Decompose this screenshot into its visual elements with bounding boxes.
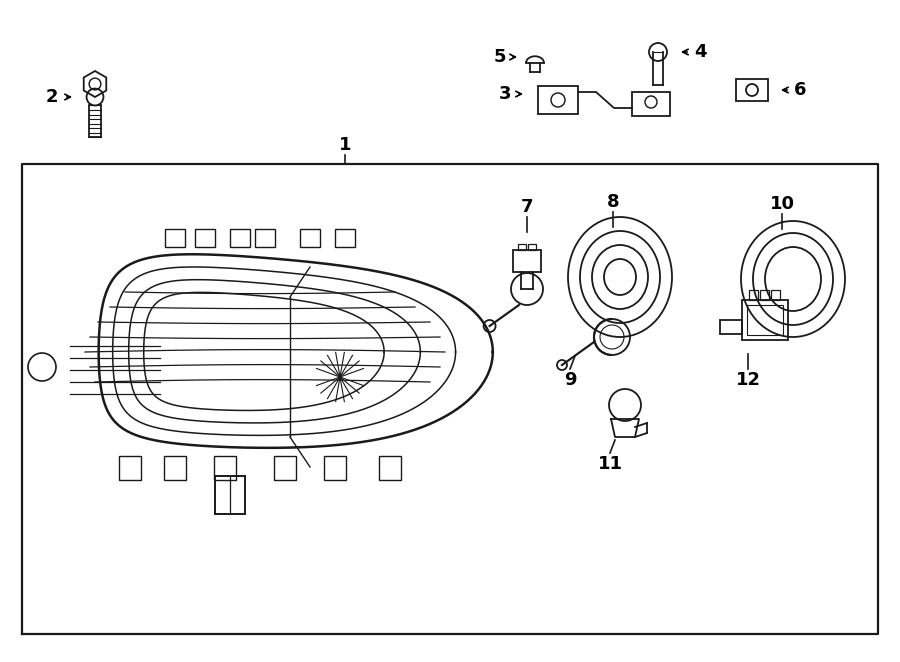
Bar	[324, 456, 346, 480]
Bar	[119, 456, 141, 480]
Bar	[255, 229, 275, 247]
Bar	[720, 320, 742, 334]
Bar	[538, 86, 578, 114]
Bar	[736, 79, 768, 101]
Text: 1: 1	[338, 136, 351, 154]
Bar	[771, 290, 780, 300]
Bar	[747, 305, 783, 335]
Bar	[335, 229, 355, 247]
Text: 10: 10	[770, 195, 795, 213]
Text: 12: 12	[735, 371, 760, 389]
Text: 6: 6	[794, 81, 806, 99]
Bar	[749, 290, 758, 300]
Text: 3: 3	[499, 85, 511, 103]
Bar	[742, 300, 788, 340]
Text: 11: 11	[598, 455, 623, 473]
Bar	[215, 476, 245, 514]
Bar	[274, 456, 296, 480]
Bar	[379, 456, 401, 480]
Bar	[632, 92, 670, 116]
Bar	[164, 456, 186, 480]
Text: 2: 2	[46, 88, 58, 106]
Text: 7: 7	[521, 198, 533, 216]
Text: 4: 4	[694, 43, 706, 61]
Text: 5: 5	[494, 48, 506, 66]
Bar	[760, 290, 769, 300]
Bar	[214, 456, 236, 480]
Bar	[195, 229, 215, 247]
Bar	[230, 229, 250, 247]
Bar	[528, 244, 536, 250]
Bar	[300, 229, 320, 247]
Bar	[513, 250, 541, 272]
Text: 8: 8	[607, 193, 619, 211]
Bar	[518, 244, 526, 250]
Text: 9: 9	[563, 371, 576, 389]
Bar	[165, 229, 185, 247]
